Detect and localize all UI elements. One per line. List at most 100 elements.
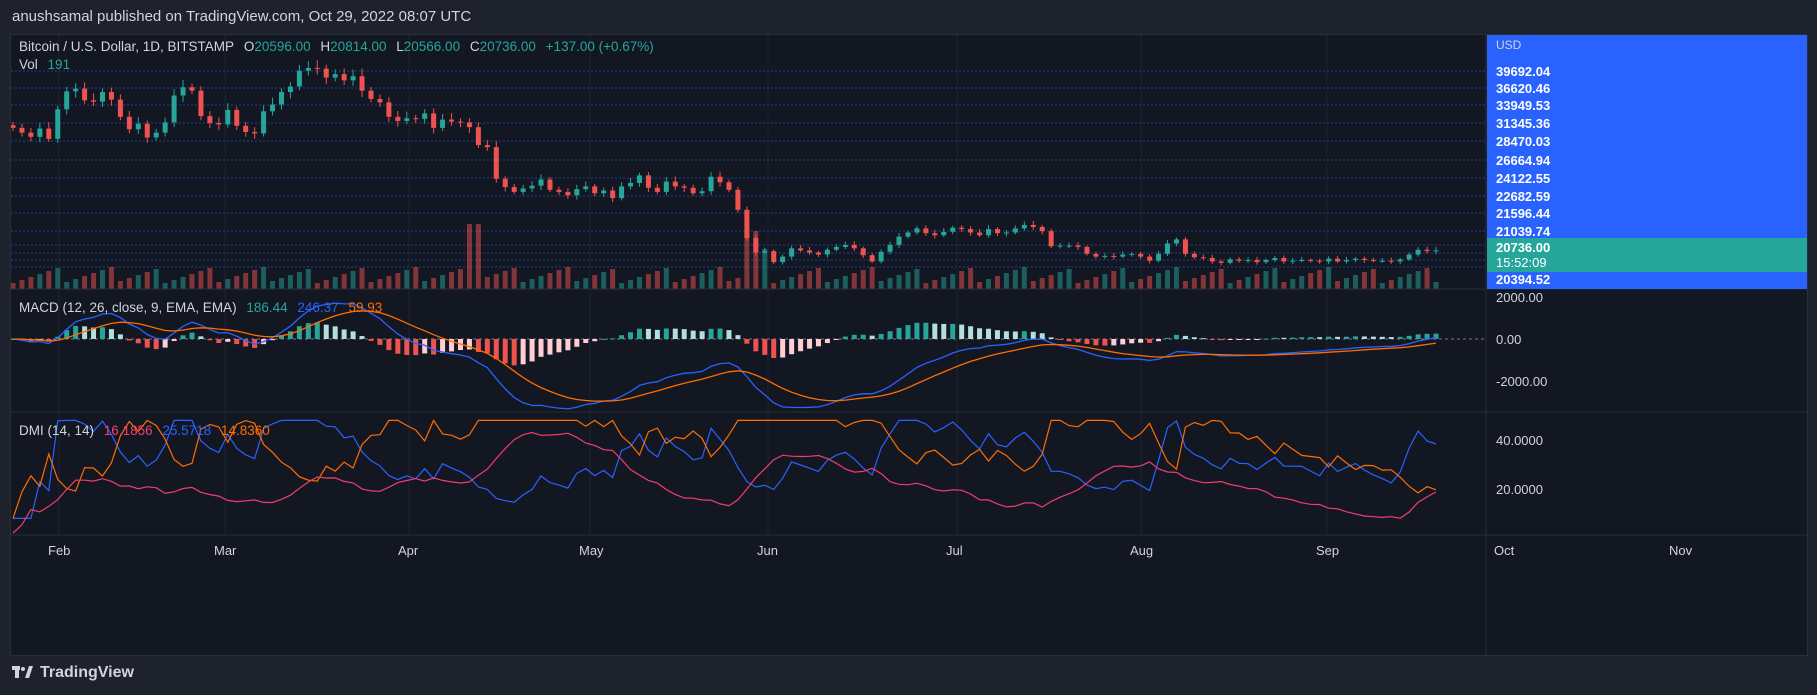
candle-body — [1057, 245, 1063, 247]
macd-histogram-bar — [395, 339, 401, 354]
volume-bar — [520, 282, 526, 289]
chart-frame[interactable]: USD 39692.04 36620.46 33949.53 31345.36 28470… — [10, 34, 1808, 656]
month-label: Jul — [946, 543, 963, 558]
macd-histogram-bar — [234, 339, 240, 345]
volume-bar — [1003, 273, 1009, 289]
volume-bar — [807, 271, 813, 289]
volume-bar — [1335, 281, 1341, 289]
macd-histogram-bar — [287, 331, 293, 339]
volume-bar — [1245, 277, 1251, 289]
candle-body — [1084, 246, 1090, 254]
candle-body — [1147, 256, 1153, 261]
macd-histogram-bar — [493, 339, 499, 360]
volume-bar — [977, 282, 983, 289]
candle-body — [99, 92, 105, 102]
volume-bar — [815, 268, 821, 289]
volume-bar — [484, 277, 490, 289]
macd-histogram-bar — [1415, 334, 1421, 339]
vol-label: Vol — [19, 57, 38, 72]
volume-bar — [1093, 277, 1099, 289]
macd-histogram-bar — [986, 328, 992, 339]
macd-histogram-bar — [1344, 336, 1350, 339]
candle-body — [1173, 239, 1179, 244]
macd-histogram-bar — [959, 324, 965, 339]
macd-histogram-bar — [565, 339, 571, 351]
month-label: Apr — [398, 543, 419, 558]
macd-histogram-bar — [556, 339, 562, 353]
candle-body — [305, 67, 311, 71]
candle-body — [82, 88, 88, 101]
candle-body — [1352, 258, 1358, 261]
macd-histogram-bar — [538, 339, 544, 357]
currency-label: USD — [1496, 38, 1522, 52]
candle-body — [1191, 253, 1197, 258]
volume-bar — [1352, 275, 1358, 289]
high-value: 20814.00 — [330, 39, 387, 54]
volume-bar — [19, 280, 25, 289]
macd-histogram-bar — [923, 322, 929, 339]
macd-histogram-bar — [377, 339, 383, 345]
macd-histogram-bar — [654, 329, 660, 339]
macd-histogram-bar — [126, 339, 132, 341]
candle-body — [431, 113, 437, 128]
candle-body — [1039, 227, 1045, 232]
macd-histogram-bar — [1048, 337, 1054, 339]
price-tick-label: 22682.59 — [1496, 189, 1550, 204]
candle-body — [1290, 260, 1296, 262]
volume-bar — [959, 271, 965, 289]
volume-bar — [1290, 279, 1296, 289]
macd-histogram-bar — [350, 331, 356, 339]
volume-bar — [1209, 272, 1215, 289]
candle-body — [1379, 260, 1385, 262]
candle-body — [475, 127, 481, 146]
macd-histogram-bar — [1012, 331, 1018, 339]
month-label: Oct — [1494, 543, 1515, 558]
volume-bar — [323, 280, 329, 289]
macd-histogram-bar — [368, 339, 374, 341]
candle-body — [37, 128, 43, 137]
volume-bar — [914, 269, 920, 289]
volume-bar — [601, 272, 607, 289]
macd-histogram-bar — [82, 326, 88, 339]
candle-body — [1236, 259, 1242, 261]
macd-histogram-bar — [708, 328, 714, 339]
candle-body — [636, 175, 642, 183]
current-price-tag — [1487, 238, 1807, 272]
volume-bar — [91, 273, 97, 289]
candle-body — [1299, 260, 1305, 262]
candle-body — [198, 90, 204, 117]
candle-body — [1066, 245, 1072, 247]
candle-body — [278, 92, 284, 105]
volume-bar — [1344, 278, 1350, 289]
volume-bar — [296, 272, 302, 289]
macd-histogram-bar — [91, 327, 97, 339]
candle-body — [869, 255, 875, 262]
volume-bar — [1048, 275, 1054, 289]
volume-bar — [1388, 280, 1394, 289]
volume-bar — [1012, 270, 1018, 289]
macd-histogram-bar — [780, 339, 786, 358]
price-tick-label: 36620.46 — [1496, 81, 1550, 96]
candle-body — [896, 236, 902, 245]
volume-bar — [681, 279, 687, 289]
volume-bar — [28, 277, 34, 289]
macd-histogram-bar — [636, 328, 642, 339]
macd-histogram-bar — [1200, 338, 1206, 340]
tradingview-brand: TradingView — [40, 664, 134, 681]
volume-bar — [556, 270, 562, 289]
macd-histogram-bar — [1397, 336, 1403, 339]
volume-bar — [216, 282, 222, 289]
macd-histogram-bar — [574, 339, 580, 347]
macd-histogram-bar — [252, 339, 258, 348]
macd-histogram-bar — [332, 326, 338, 339]
macd-histogram-bar — [699, 331, 705, 339]
macd-histogram-bar — [807, 339, 813, 349]
current-price-label: 20736.00 — [1496, 240, 1550, 255]
candle-body — [1326, 258, 1332, 262]
chart-svg[interactable]: USD 39692.04 36620.46 33949.53 31345.36 28470… — [11, 35, 1807, 655]
candle-body — [457, 121, 463, 123]
candle-body — [1272, 257, 1278, 261]
low-value: 20566.00 — [403, 39, 461, 54]
footer-brand[interactable]: TradingView — [12, 664, 134, 682]
volume-bar — [1281, 282, 1287, 289]
